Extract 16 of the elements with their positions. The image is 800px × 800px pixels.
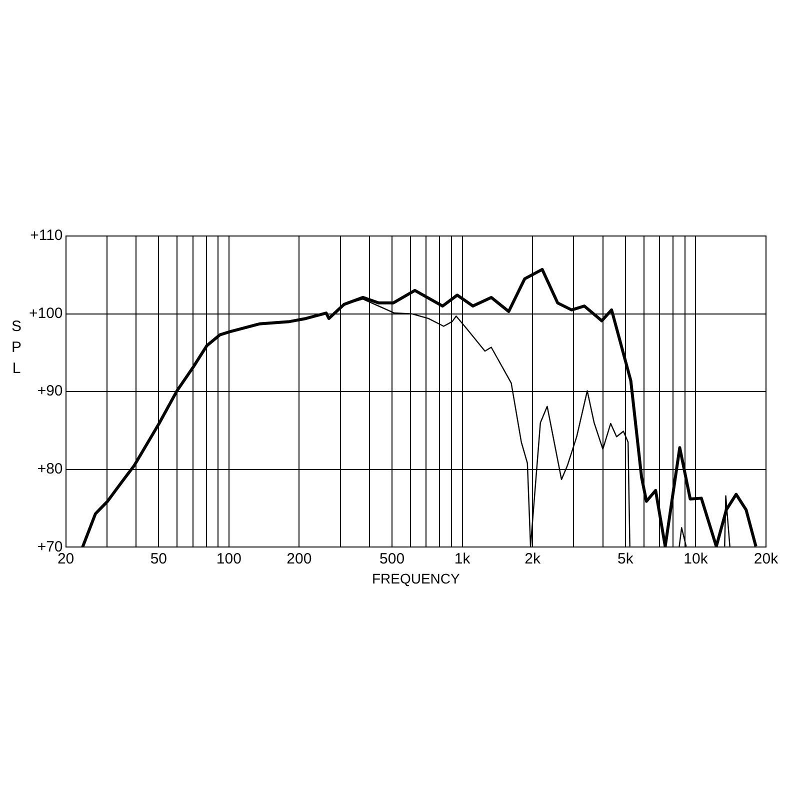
x-tick-label: 20	[57, 550, 74, 568]
x-tick-label: 20k	[754, 550, 779, 568]
x-tick-label: 5k	[618, 550, 634, 568]
x-tick-label: 500	[380, 550, 405, 568]
x-tick-label: 1k	[454, 550, 471, 568]
y-tick-label: +90	[37, 382, 63, 400]
y-axis-title: SPL	[8, 318, 25, 381]
x-tick-label: 100	[216, 550, 242, 568]
x-tick-label: 10k	[684, 550, 708, 568]
y-tick-label: +100	[28, 304, 63, 322]
x-axis-title: FREQUENCY	[372, 570, 460, 586]
x-tick-label: 50	[150, 550, 168, 568]
y-tick-label: +110	[30, 227, 63, 244]
x-tick-label: 2k	[524, 550, 542, 568]
x-tick-label: 200	[286, 550, 312, 568]
y-tick-label: +80	[37, 460, 63, 478]
